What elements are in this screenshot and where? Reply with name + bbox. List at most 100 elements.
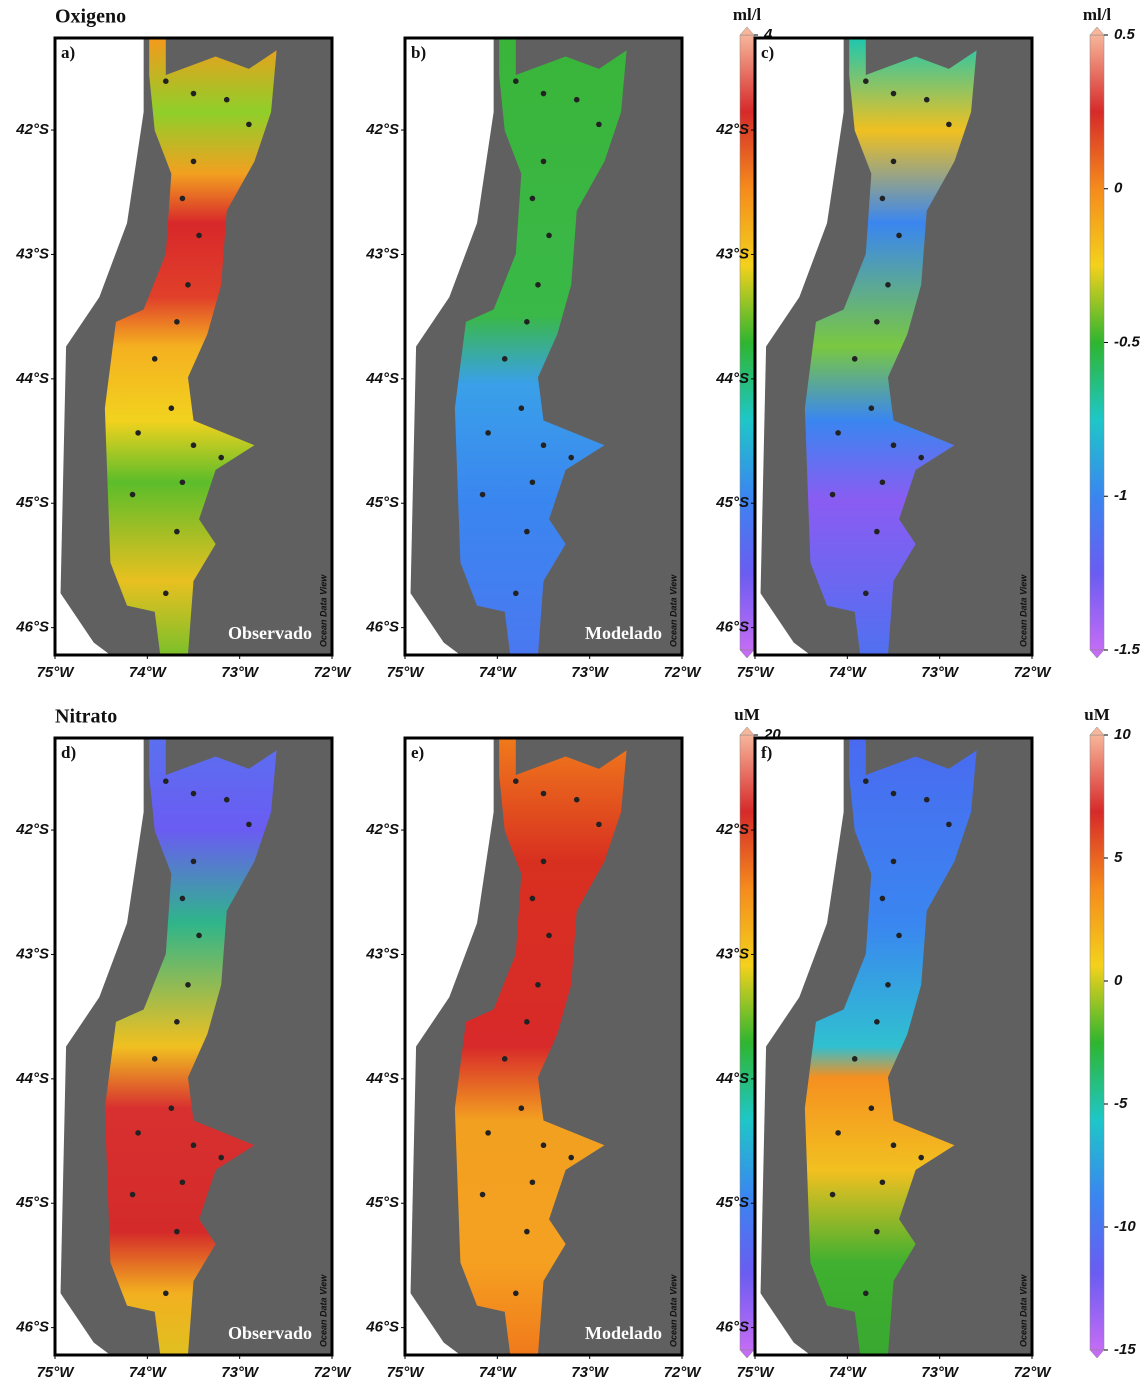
lon-tick-label: 73°W bbox=[571, 664, 610, 681]
lat-tick-label: 43°S bbox=[15, 245, 49, 262]
lon-tick-label: 74°W bbox=[479, 1364, 518, 1381]
station bbox=[196, 232, 202, 239]
panel-caption: Modelado bbox=[585, 1323, 662, 1343]
station bbox=[885, 982, 891, 988]
lat-tick-label: 46°S bbox=[15, 619, 49, 636]
map-field bbox=[104, 738, 277, 1355]
station bbox=[529, 479, 536, 486]
lat-tick-label: 45°S bbox=[365, 1194, 399, 1211]
lat-tick-label: 43°S bbox=[15, 945, 49, 962]
lat-tick-label: 42°S bbox=[715, 121, 749, 138]
station bbox=[879, 1179, 886, 1186]
station bbox=[874, 1019, 880, 1025]
station bbox=[879, 479, 886, 486]
station bbox=[890, 158, 897, 165]
station bbox=[535, 982, 541, 988]
station bbox=[540, 158, 547, 165]
station bbox=[874, 528, 880, 535]
station bbox=[196, 932, 202, 939]
colorbar-tick-label: 4 bbox=[763, 26, 773, 43]
colorbar bbox=[1089, 734, 1105, 1351]
lon-tick-label: 72°W bbox=[314, 664, 353, 681]
map-field bbox=[804, 738, 977, 1355]
colorbar-arrow bbox=[739, 1349, 755, 1359]
colorbar-arrow bbox=[1089, 649, 1105, 659]
lat-tick-label: 42°S bbox=[15, 821, 49, 838]
station bbox=[535, 282, 541, 288]
station bbox=[479, 491, 486, 498]
lat-tick-label: 42°S bbox=[15, 121, 49, 138]
lon-tick-label: 75°W bbox=[37, 664, 76, 681]
panel-caption: Observado bbox=[228, 1323, 312, 1343]
station bbox=[485, 430, 491, 436]
station bbox=[485, 1130, 491, 1136]
lat-tick-label: 46°S bbox=[365, 619, 399, 636]
station bbox=[168, 1105, 175, 1111]
station bbox=[540, 790, 547, 797]
station bbox=[185, 282, 191, 288]
station bbox=[179, 895, 186, 902]
station bbox=[568, 454, 574, 461]
station bbox=[151, 1056, 158, 1062]
panel-label: d) bbox=[61, 743, 76, 762]
colorbar-tick-label: 0 bbox=[1114, 972, 1123, 989]
panel-label: e) bbox=[411, 743, 424, 762]
map-ocean bbox=[405, 38, 494, 655]
station bbox=[223, 96, 230, 103]
map-frame bbox=[403, 736, 684, 1357]
station bbox=[879, 895, 886, 902]
lon-tick-label: 73°W bbox=[921, 664, 960, 681]
station bbox=[540, 1142, 547, 1149]
station bbox=[829, 491, 836, 498]
station bbox=[513, 1290, 519, 1297]
station bbox=[946, 821, 952, 828]
colorbar-arrow bbox=[739, 26, 755, 36]
station bbox=[218, 1154, 224, 1161]
lat-tick-label: 46°S bbox=[15, 1319, 49, 1336]
map-field bbox=[804, 38, 977, 655]
lon-tick-label: 75°W bbox=[37, 1364, 76, 1381]
row-title: Oxigeno bbox=[55, 6, 126, 28]
colorbar-tick-label: -10 bbox=[1114, 1218, 1136, 1235]
station bbox=[135, 430, 141, 436]
station bbox=[529, 895, 536, 902]
station bbox=[573, 96, 580, 103]
map-frame bbox=[753, 736, 1034, 1357]
station bbox=[501, 1056, 508, 1062]
station bbox=[163, 778, 169, 784]
lat-tick-label: 46°S bbox=[365, 1319, 399, 1336]
lat-tick-label: 46°S bbox=[715, 1319, 749, 1336]
lat-tick-label: 44°S bbox=[15, 370, 49, 387]
map-field bbox=[104, 38, 277, 655]
map-frame bbox=[53, 36, 334, 657]
station bbox=[190, 1142, 197, 1149]
station bbox=[885, 282, 891, 288]
lon-tick-label: 72°W bbox=[314, 1364, 353, 1381]
lon-tick-label: 74°W bbox=[479, 664, 518, 681]
station bbox=[190, 442, 197, 449]
station bbox=[863, 590, 869, 597]
panel-caption: Modelado bbox=[585, 623, 662, 643]
lon-tick-label: 72°W bbox=[1014, 664, 1053, 681]
station bbox=[163, 1290, 169, 1297]
station bbox=[835, 1130, 841, 1136]
station bbox=[890, 858, 897, 865]
station bbox=[896, 932, 902, 939]
station bbox=[190, 790, 197, 797]
colorbar-tick-label: -0.5 bbox=[1114, 333, 1140, 350]
lat-tick-label: 42°S bbox=[365, 121, 399, 138]
station bbox=[513, 590, 519, 597]
station bbox=[863, 778, 869, 784]
colorbar-tick-label: -5 bbox=[1114, 1095, 1128, 1112]
lat-tick-label: 42°S bbox=[365, 821, 399, 838]
colorbar-tick-label: -1.5 bbox=[1114, 641, 1140, 658]
lat-tick-label: 44°S bbox=[365, 1070, 399, 1087]
credit: Ocean Data View bbox=[668, 1274, 678, 1347]
station bbox=[513, 78, 519, 84]
station bbox=[890, 790, 897, 797]
map-frame bbox=[753, 36, 1034, 657]
station bbox=[246, 821, 252, 828]
station bbox=[596, 121, 602, 128]
station bbox=[863, 1290, 869, 1297]
map-field bbox=[454, 38, 627, 655]
